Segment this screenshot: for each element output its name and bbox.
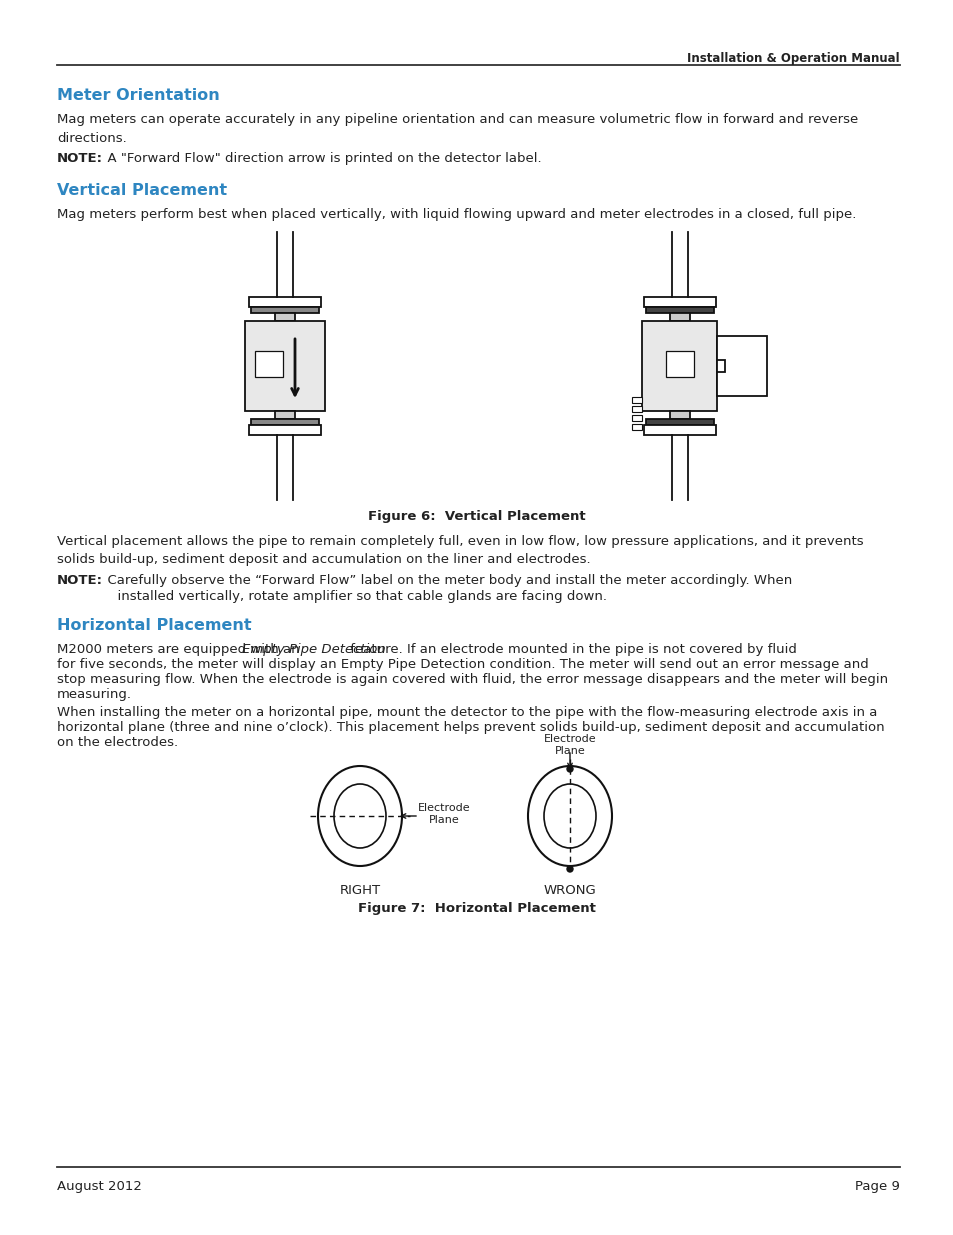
Text: for five seconds, the meter will display an Empty Pipe Detection condition. The : for five seconds, the meter will display… xyxy=(57,658,868,671)
Bar xyxy=(251,419,318,425)
Bar xyxy=(632,424,641,430)
Bar xyxy=(665,351,693,377)
Circle shape xyxy=(566,866,573,872)
Text: August 2012: August 2012 xyxy=(57,1179,142,1193)
Ellipse shape xyxy=(527,766,612,866)
Bar xyxy=(632,406,641,412)
Text: Carefully observe the “Forward Flow” label on the meter body and install the met: Carefully observe the “Forward Flow” lab… xyxy=(99,574,791,587)
Bar xyxy=(669,411,689,419)
Text: Figure 7:  Horizontal Placement: Figure 7: Horizontal Placement xyxy=(357,902,596,915)
Ellipse shape xyxy=(334,784,386,848)
Text: Mag meters perform best when placed vertically, with liquid flowing upward and m: Mag meters perform best when placed vert… xyxy=(57,207,856,221)
Text: A "Forward Flow" direction arrow is printed on the detector label.: A "Forward Flow" direction arrow is prin… xyxy=(99,152,541,165)
Text: NOTE:: NOTE: xyxy=(57,574,103,587)
Bar xyxy=(717,359,724,372)
Text: horizontal plane (three and nine o’clock). This placement helps prevent solids b: horizontal plane (three and nine o’clock… xyxy=(57,721,883,734)
Ellipse shape xyxy=(317,766,401,866)
Bar xyxy=(643,296,716,308)
Text: When installing the meter on a horizontal pipe, mount the detector to the pipe w: When installing the meter on a horizonta… xyxy=(57,706,877,719)
Bar xyxy=(669,312,689,321)
Text: Meter Orientation: Meter Orientation xyxy=(57,88,219,103)
Text: M2000 meters are equipped with an: M2000 meters are equipped with an xyxy=(57,643,304,656)
Bar xyxy=(632,396,641,403)
Text: RIGHT: RIGHT xyxy=(339,884,380,897)
Bar xyxy=(645,308,713,312)
Bar xyxy=(251,308,318,312)
Bar xyxy=(245,321,325,411)
Bar xyxy=(643,425,716,435)
Bar xyxy=(249,296,320,308)
Text: Electrode
Plane: Electrode Plane xyxy=(543,734,596,756)
Bar xyxy=(274,312,294,321)
Text: Vertical placement allows the pipe to remain completely full, even in low flow, : Vertical placement allows the pipe to re… xyxy=(57,535,862,567)
Text: feature. If an electrode mounted in the pipe is not covered by fluid: feature. If an electrode mounted in the … xyxy=(346,643,797,656)
Text: Installation & Operation Manual: Installation & Operation Manual xyxy=(687,52,899,65)
Text: Mag meters can operate accurately in any pipeline orientation and can measure vo: Mag meters can operate accurately in any… xyxy=(57,112,858,144)
Circle shape xyxy=(566,766,573,772)
Bar xyxy=(249,425,320,435)
Bar xyxy=(645,419,713,425)
Text: installed vertically, rotate amplifier so that cable glands are facing down.: installed vertically, rotate amplifier s… xyxy=(109,590,606,603)
Ellipse shape xyxy=(543,784,596,848)
Text: measuring.: measuring. xyxy=(57,688,132,701)
Text: Horizontal Placement: Horizontal Placement xyxy=(57,618,252,634)
Bar xyxy=(254,351,283,377)
Bar xyxy=(717,336,767,396)
Text: Page 9: Page 9 xyxy=(854,1179,899,1193)
Bar xyxy=(641,321,717,411)
Text: Electrode
Plane: Electrode Plane xyxy=(417,803,470,825)
Text: WRONG: WRONG xyxy=(543,884,596,897)
Text: NOTE:: NOTE: xyxy=(57,152,103,165)
Text: Empty Pipe Detection: Empty Pipe Detection xyxy=(242,643,386,656)
Bar xyxy=(274,411,294,419)
Text: Figure 6:  Vertical Placement: Figure 6: Vertical Placement xyxy=(368,510,585,522)
Bar xyxy=(632,415,641,421)
Text: on the electrodes.: on the electrodes. xyxy=(57,736,178,748)
Text: Vertical Placement: Vertical Placement xyxy=(57,183,227,198)
Text: stop measuring flow. When the electrode is again covered with fluid, the error m: stop measuring flow. When the electrode … xyxy=(57,673,887,685)
